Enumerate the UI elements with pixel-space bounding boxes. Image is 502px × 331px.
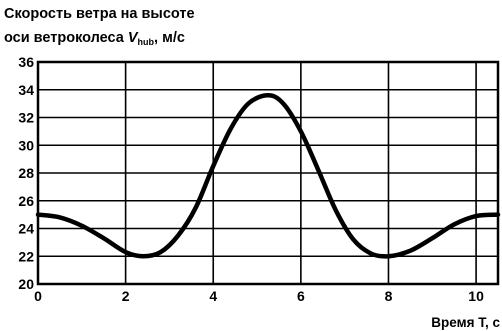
y-tick-label: 22 <box>18 248 34 264</box>
x-tick-label: 2 <box>122 288 130 304</box>
title-variable: V <box>127 30 138 46</box>
x-tick-label: 4 <box>209 288 217 304</box>
y-tick-label: 20 <box>18 276 34 292</box>
y-tick-label: 32 <box>18 110 34 126</box>
wind-speed-line <box>35 93 501 259</box>
y-tick-label: 28 <box>18 165 34 181</box>
title-unit: , м/с <box>154 30 185 46</box>
x-tick-label: 8 <box>385 288 393 304</box>
chart-title-line-2: оси ветроколеса Vhub, м/с <box>4 30 185 51</box>
y-tick-labels: 20 22 24 26 28 30 32 34 36 <box>18 54 34 292</box>
y-tick-label: 30 <box>18 137 34 153</box>
x-tick-label: 6 <box>297 288 305 304</box>
x-axis-label: Время T, с <box>431 315 500 330</box>
plot-frame <box>36 60 500 286</box>
y-tick-label: 26 <box>18 193 34 209</box>
x-tick-labels: 0 2 4 6 8 10 <box>34 288 484 304</box>
x-tick-label: 0 <box>34 288 42 304</box>
chart-title-line-1: Скорость ветра на высоте <box>4 6 195 22</box>
y-tick-label: 24 <box>18 221 34 237</box>
title-prefix: оси ветроколеса <box>4 30 128 46</box>
title-subscript: hub <box>137 37 155 47</box>
y-tick-label: 36 <box>18 54 34 70</box>
x-tick-label: 10 <box>468 288 484 304</box>
y-tick-label: 34 <box>18 82 34 98</box>
